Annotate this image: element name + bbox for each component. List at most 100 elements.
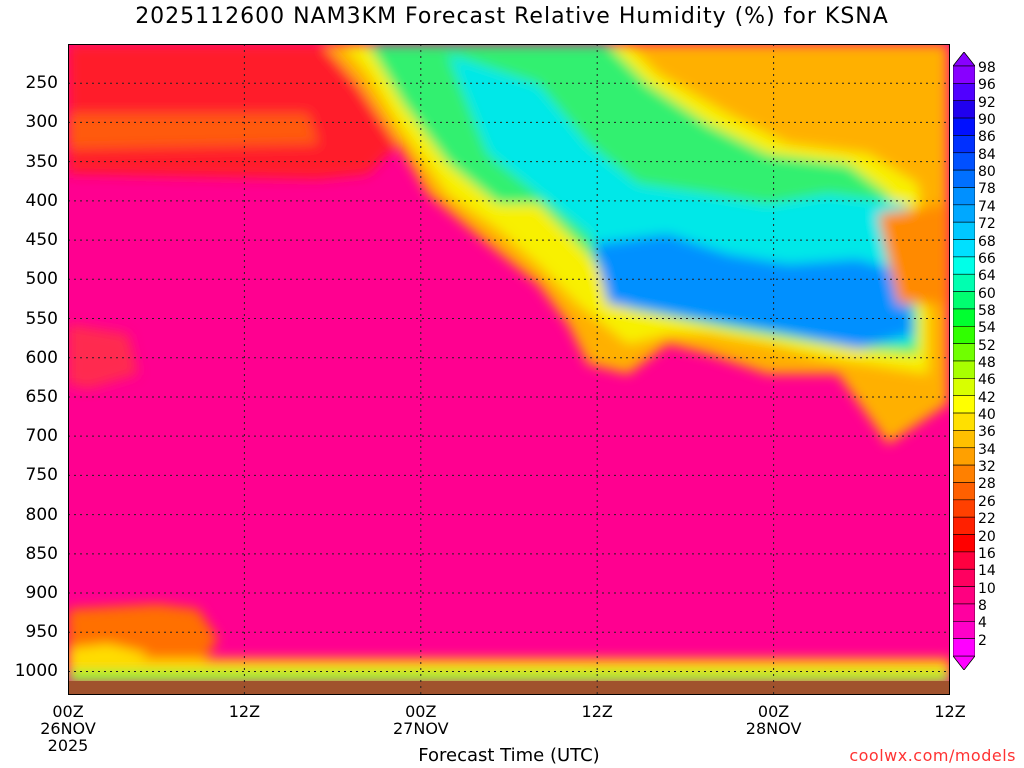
colorbar-cell [953,551,975,570]
y-tick-label: 450 [25,230,58,251]
y-tick-label: 250 [25,73,58,94]
rh-region-upper-orange [68,114,318,149]
colorbar-cell [953,204,975,223]
plot-frame [68,44,950,695]
colorbar-label: 98 [978,60,996,76]
colorbar-label: 32 [978,459,996,476]
y-tick-label: 600 [25,347,58,368]
colorbar-label: 28 [978,476,996,493]
colorbar-label: 72 [978,216,996,233]
x-tick-label: 00Z 26NOV 2025 [28,703,108,754]
colorbar-label: 52 [978,337,996,354]
colorbar-cell [953,464,975,483]
colorbar-arrow [953,655,975,670]
colorbar-cell [953,360,975,379]
colorbar-label: 66 [978,250,996,267]
y-tick-label: 550 [25,308,58,329]
colorbar-cell [953,516,975,535]
x-tick-time: 12Z [228,702,261,721]
y-tick-label: 500 [25,269,58,290]
colorbar-label: 22 [978,511,996,528]
colorbar-label: 68 [978,233,996,250]
colorbar-cell [953,325,975,344]
colorbar-label: 96 [978,77,996,94]
rh-region-surface-green [68,672,950,682]
x-tick-label: 00Z 28NOV [734,703,814,737]
colorbar-cell [953,169,975,188]
colorbar-cell [953,638,975,657]
colorbar-cell [953,482,975,501]
x-tick-year: 2025 [47,736,89,755]
gridlines [68,44,950,695]
y-tick-label: 400 [25,190,58,211]
colorbar-cell [953,378,975,397]
colorbar-label: 4 [978,615,987,632]
y-tick-label: 300 [25,112,58,133]
y-tick-label: 1000 [14,661,58,682]
colorbar-cell [953,603,975,622]
x-tick-date: 26NOV [40,719,96,738]
x-tick-date: 28NOV [745,719,802,738]
credit-text: coolwx.com/models [849,746,1016,765]
y-tick-label: 650 [25,386,58,407]
colorbar-label: 90 [978,112,996,129]
chart-title: 2025112600 NAM3KM Forecast Relative Humi… [135,4,889,29]
x-tick-time: 00Z [52,702,84,721]
colorbar-label: 84 [978,146,996,163]
x-axis-title: Forecast Time (UTC) [418,745,600,766]
colorbar-cell [953,239,975,258]
y-tick-label: 950 [25,622,58,643]
colorbar-label: 78 [978,181,996,198]
colorbar-label: 20 [978,528,996,545]
colorbar-label: 16 [978,545,996,562]
x-tick-label: 12Z [557,703,637,720]
heatmap-svg [68,44,950,695]
colorbar-cell [953,187,975,206]
colorbar-label: 10 [978,580,996,597]
plot-area [68,44,950,695]
colorbar-cell [953,256,975,275]
colorbar-cell [953,117,975,136]
colorbar-label: 92 [978,94,996,111]
colorbar-label: 74 [978,198,996,215]
rh-region-mid-red-pocket [68,324,138,389]
colorbar-cell [953,412,975,431]
colorbar-label: 46 [978,372,996,389]
colorbar-cell [953,65,975,84]
colorbar-cell [953,586,975,605]
colorbar-label: 58 [978,302,996,319]
colorbar-label: 86 [978,129,996,146]
y-tick-label: 750 [25,465,58,486]
colorbar-label: 34 [978,441,996,458]
colorbar-cell [953,343,975,362]
colorbar-arrow [953,52,975,67]
colorbar-cell [953,395,975,414]
colorbar-cells [953,52,975,670]
x-tick-label: 12Z [204,703,284,720]
colorbar-cell [953,447,975,466]
colorbar-label: 8 [978,597,987,614]
colorbar-label: 64 [978,268,996,285]
colorbar-label: 80 [978,164,996,181]
colorbar-cell [953,83,975,102]
colorbar-label: 2 [978,632,987,649]
x-tick-label: 12Z [910,703,990,720]
colorbar-cell [953,620,975,639]
colorbar-cell [953,152,975,171]
colorbar-cell [953,568,975,587]
colorbar-label: 42 [978,389,996,406]
y-tick-label: 800 [25,504,58,525]
colorbar-label: 40 [978,407,996,424]
y-tick-label: 850 [25,543,58,564]
colorbar-cell [953,308,975,327]
y-tick-label: 350 [25,151,58,172]
colorbar-label: 48 [978,355,996,371]
rh-region-moist-blue [593,234,913,349]
colorbar-label: 54 [978,320,996,337]
colorbar-cell [953,534,975,553]
colorbar-cell [953,291,975,310]
colorbar-cell [953,135,975,154]
y-tick-label: 900 [25,583,58,604]
x-tick-time: 00Z [405,702,437,721]
colorbar-cell [953,499,975,518]
